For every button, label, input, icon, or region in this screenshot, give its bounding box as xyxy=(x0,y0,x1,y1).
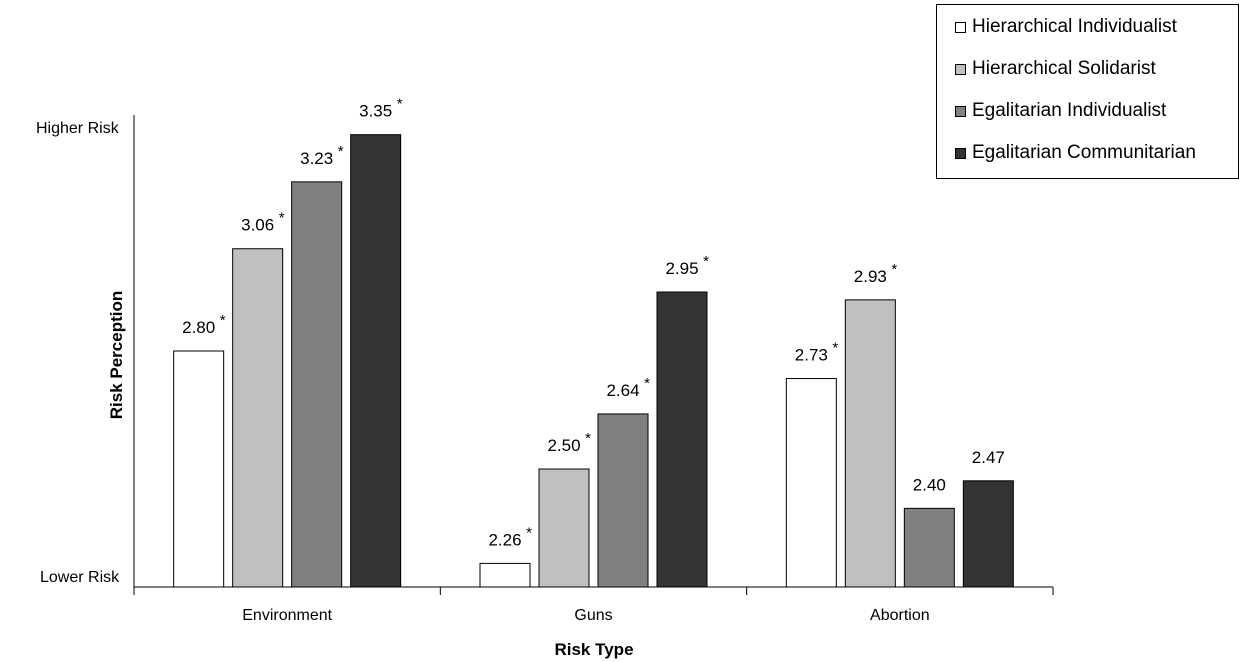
bar xyxy=(785,378,837,588)
bars xyxy=(173,134,1014,588)
bar xyxy=(479,562,531,588)
legend-item: Hierarchical Individualist xyxy=(955,15,1177,39)
x-ticks xyxy=(133,587,1054,595)
legend-label: Egalitarian Communitarian xyxy=(972,142,1196,163)
significance-marker: * xyxy=(279,210,285,227)
significance-marker: * xyxy=(832,340,838,357)
bar xyxy=(291,181,343,588)
data-label: 2.47 xyxy=(972,448,1005,467)
bar xyxy=(173,350,225,588)
legend: Hierarchical Individualist Hierarchical … xyxy=(936,4,1239,179)
significance-marker: * xyxy=(338,143,344,160)
data-label: 3.06 xyxy=(241,216,274,235)
data-label: 2.73 xyxy=(795,346,828,365)
legend-item: Egalitarian Communitarian xyxy=(955,141,1196,165)
legend-label: Egalitarian Individualist xyxy=(972,100,1167,121)
data-labels: 2.80 * 3.06 * 3.23 * 3.35 * 2.26 * 2.50 * 2.64 * 2.95 *… xyxy=(182,96,1005,550)
category-label: Guns xyxy=(574,607,612,624)
legend-item: Egalitarian Individualist xyxy=(955,99,1166,123)
bar xyxy=(962,480,1014,588)
significance-marker: * xyxy=(703,253,709,270)
category-labels: Environment Guns Abortion xyxy=(242,607,929,624)
significance-marker: * xyxy=(644,375,650,392)
bar xyxy=(538,468,590,588)
significance-marker: * xyxy=(220,312,226,329)
bar xyxy=(844,299,896,588)
significance-marker: * xyxy=(526,524,532,541)
legend-swatch xyxy=(955,63,966,75)
axes xyxy=(133,115,1053,595)
y-tick-bottom-label: Lower Risk xyxy=(40,569,120,586)
category-label: Environment xyxy=(242,607,332,624)
significance-marker: * xyxy=(397,96,403,113)
data-label: 2.93 xyxy=(854,267,887,286)
legend-label: Hierarchical Solidarist xyxy=(972,58,1156,79)
bar xyxy=(903,507,955,588)
data-label: 2.80 xyxy=(182,318,215,337)
legend-label: Hierarchical Individualist xyxy=(972,16,1177,37)
data-label: 3.35 xyxy=(359,102,392,121)
bar xyxy=(350,134,402,588)
legend-swatch xyxy=(955,21,966,33)
legend-swatch xyxy=(955,105,966,117)
data-label: 2.40 xyxy=(913,475,946,494)
category-label: Abortion xyxy=(870,607,930,624)
y-tick-top-label: Higher Risk xyxy=(36,120,120,137)
x-axis-title: Risk Type xyxy=(554,640,633,659)
bar xyxy=(232,248,284,588)
legend-swatch xyxy=(955,147,966,159)
data-label: 3.23 xyxy=(300,149,333,168)
significance-marker: * xyxy=(585,430,591,447)
y-axis-title: Risk Perception xyxy=(107,291,126,420)
bar xyxy=(656,291,708,588)
data-label: 2.64 xyxy=(606,381,639,400)
significance-marker: * xyxy=(891,261,897,278)
data-label: 2.26 xyxy=(488,530,521,549)
bar xyxy=(597,413,649,588)
data-label: 2.50 xyxy=(547,436,580,455)
legend-item: Hierarchical Solidarist xyxy=(955,57,1156,81)
data-label: 2.95 xyxy=(665,259,698,278)
